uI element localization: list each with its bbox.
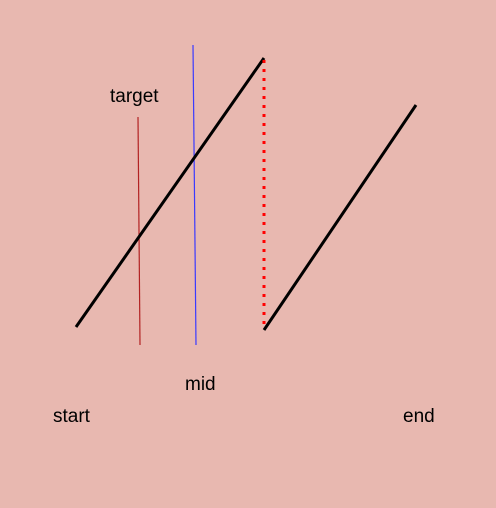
start-label: start: [53, 406, 91, 427]
mid-label: mid: [185, 374, 216, 395]
target-label: target: [110, 86, 159, 107]
second-diagonal-line: [262, 104, 418, 331]
mid-vertical-line: [192, 44, 197, 346]
first-diagonal-line: [74, 57, 266, 328]
target-vertical-line: [137, 116, 141, 346]
end-label: end: [403, 406, 435, 427]
